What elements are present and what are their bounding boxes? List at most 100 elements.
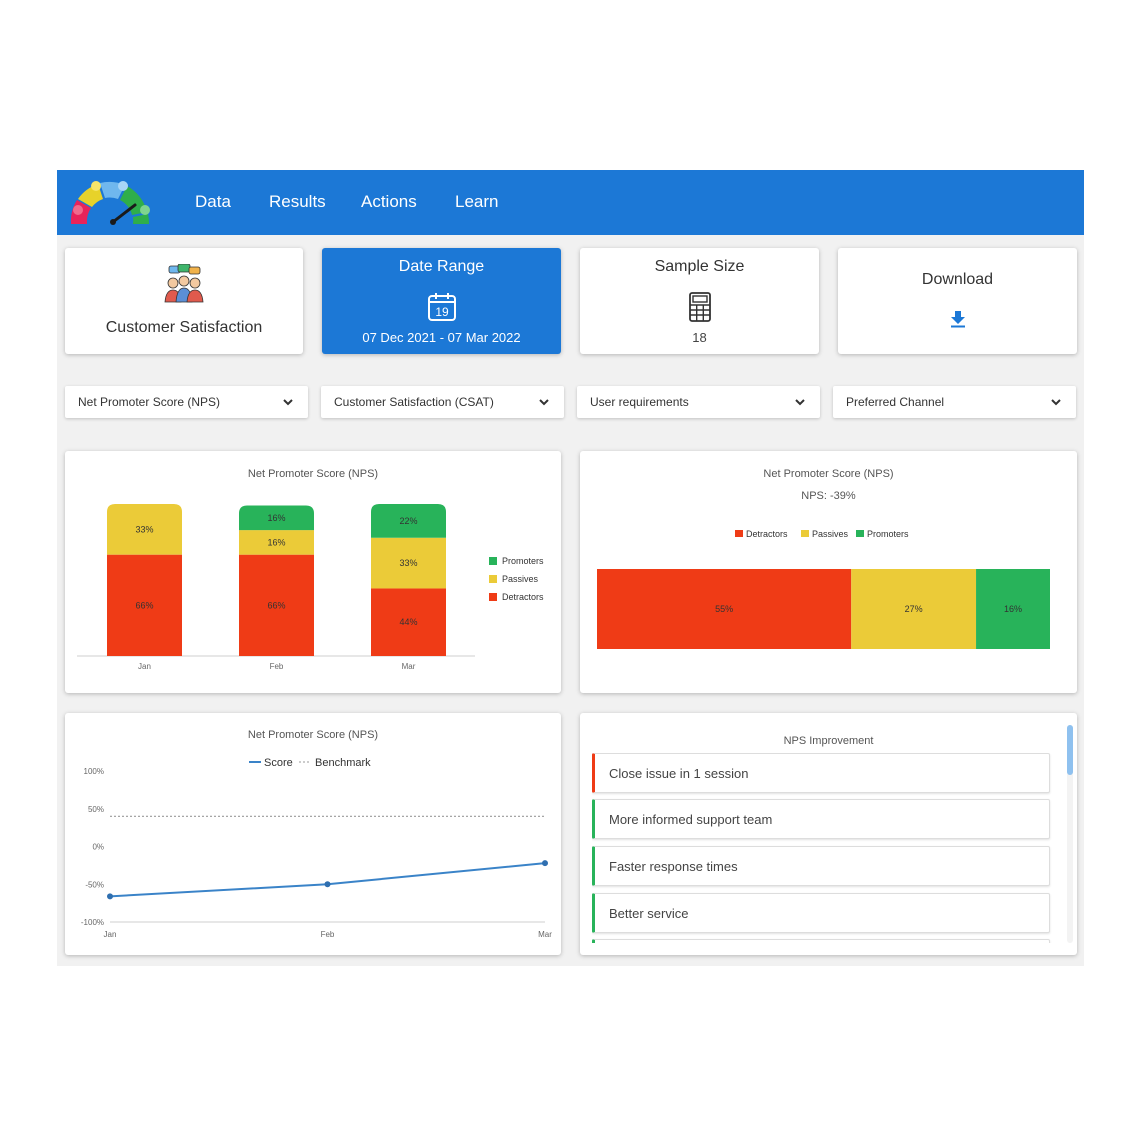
nav-results[interactable]: Results <box>269 192 326 211</box>
top-navigation-bar: Data Results Actions Learn <box>57 170 1084 235</box>
bar-segment-detractors <box>371 588 446 656</box>
legend-label: Detractors <box>502 592 544 602</box>
data-label: 55% <box>715 604 733 614</box>
data-label: 16% <box>267 537 285 547</box>
legend-label: Benchmark <box>315 757 371 769</box>
nav-actions[interactable]: Actions <box>361 192 417 211</box>
scrollbar-thumb[interactable] <box>1067 725 1073 775</box>
y-tick-label: 100% <box>84 767 104 776</box>
chevron-down-icon <box>283 399 293 406</box>
download-card[interactable]: Download <box>838 248 1077 354</box>
legend-label: Score <box>264 757 293 769</box>
bar-segment-detractors <box>597 569 852 649</box>
score-line <box>109 862 546 898</box>
score-point <box>324 881 331 888</box>
download-title: Download <box>921 271 994 288</box>
score-point <box>107 893 113 900</box>
legend-label: Promoters <box>502 556 544 566</box>
data-label: 16% <box>1004 604 1022 614</box>
csat-filter-dropdown[interactable]: Customer Satisfaction (CSAT) <box>321 386 564 418</box>
calculator-icon <box>688 292 711 322</box>
improvement-label: Close issue in 1 session <box>609 766 749 781</box>
score-point <box>542 860 548 867</box>
legend-swatch <box>489 593 497 601</box>
improvement-scrollbar[interactable] <box>1067 725 1073 943</box>
bar-segment-passives <box>851 569 977 649</box>
customer-satisfaction-card[interactable]: Customer Satisfaction <box>65 248 303 354</box>
chevron-down-icon <box>539 399 549 406</box>
x-tick-label: Feb <box>321 930 335 939</box>
nps-filter-dropdown[interactable]: Net Promoter Score (NPS) <box>65 386 308 418</box>
legend-label: Promoters <box>867 529 909 539</box>
legend-swatch <box>856 530 864 537</box>
data-label: 27% <box>905 604 923 614</box>
improvement-list: Close issue in 1 session More informed s… <box>592 753 1052 943</box>
bar-segment-passives <box>239 530 314 555</box>
x-tick-label: Mar <box>538 930 552 939</box>
nps-trend-chart-panel: Net Promoter Score (NPS) 100% 50% 0% -50% -1… <box>65 713 561 955</box>
legend-label: Passives <box>502 574 539 584</box>
chart-title: Net Promoter Score (NPS) <box>247 729 379 741</box>
data-label: 33% <box>399 558 417 568</box>
bar-segment-passives <box>107 504 182 555</box>
nps-horizontal-bar-chart: 55% 27% 16% Detractors Passives Promoters <box>597 529 1050 649</box>
x-tick-label: Feb <box>270 662 284 671</box>
people-feedback-icon <box>164 264 204 303</box>
bar-segment-detractors <box>107 554 182 656</box>
nav-learn[interactable]: Learn <box>455 192 499 211</box>
dropdown-label: User requirements <box>590 395 689 409</box>
improvement-item[interactable]: Faster response times <box>592 846 1050 886</box>
data-label: 66% <box>267 600 285 610</box>
improvement-title: NPS Improvement <box>783 735 874 747</box>
sample-size-value: 18 <box>692 330 707 345</box>
improvement-label: More informed support team <box>609 812 773 827</box>
improvement-item[interactable]: Close issue in 1 session <box>592 753 1050 793</box>
date-range-title: Date Range <box>398 258 485 275</box>
improvement-label: Faster response times <box>609 859 738 874</box>
data-label: 44% <box>399 617 417 627</box>
legend-swatch <box>801 530 809 537</box>
chart-title: Net Promoter Score (NPS) <box>247 468 379 480</box>
data-label: 22% <box>399 516 417 526</box>
data-label: 16% <box>267 513 285 523</box>
legend-swatch <box>489 557 497 565</box>
chevron-down-icon <box>795 399 805 406</box>
bar-segment-promoters <box>976 569 1050 649</box>
satisfaction-gauge-logo[interactable] <box>63 172 157 226</box>
bar-segment-promoters <box>239 505 314 531</box>
nps-stacked-column-chart: 66% 33% Jan 66% 16% 16% Feb 44% 33% 22% Mar Promote… <box>77 504 544 671</box>
nav-data[interactable]: Data <box>195 192 231 211</box>
dropdown-label: Customer Satisfaction (CSAT) <box>334 395 494 409</box>
app-window: Data Results Actions Learn Customer Sati… <box>57 170 1084 966</box>
legend-swatch <box>489 575 497 583</box>
improvement-item-partial[interactable] <box>592 939 1050 943</box>
legend-swatch <box>735 530 743 537</box>
y-tick-label: -50% <box>85 880 104 889</box>
user-requirements-dropdown[interactable]: User requirements <box>577 386 820 418</box>
improvement-item[interactable]: More informed support team <box>592 799 1050 839</box>
bar-segment-passives <box>371 537 446 589</box>
nps-score-subtitle: NPS: -39% <box>801 490 856 502</box>
download-icon[interactable] <box>950 310 966 328</box>
nps-line-chart: 100% 50% 0% -50% -100%Jan Feb Mar Score Benchmar… <box>81 757 552 939</box>
date-range-value: 07 Dec 2021 - 07 Mar 2022 <box>362 330 521 345</box>
sample-size-card[interactable]: Sample Size 18 <box>580 248 819 354</box>
bar-segment-detractors <box>239 554 314 656</box>
customer-satisfaction-label: Customer Satisfaction <box>105 319 263 336</box>
calendar-icon: 19 <box>427 293 456 321</box>
improvement-item[interactable]: Better service <box>592 893 1050 933</box>
dropdown-label: Preferred Channel <box>846 395 945 409</box>
data-label: 66% <box>135 600 153 610</box>
x-tick-label: Jan <box>138 662 151 671</box>
nps-monthly-chart-panel: Net Promoter Score (NPS) 66% 33% Jan 66% 16%… <box>65 451 561 693</box>
legend-label: Passives <box>812 529 849 539</box>
chevron-down-icon <box>1051 399 1061 406</box>
nps-improvement-panel: NPS Improvement Close issue in 1 session… <box>580 713 1077 955</box>
calendar-day-number: 19 <box>435 305 449 319</box>
nps-overall-chart-panel: Net Promoter Score (NPS) NPS: -39% 55% 27… <box>580 451 1077 693</box>
y-tick-label: 0% <box>92 843 104 852</box>
date-range-card[interactable]: Date Range 19 07 Dec 2021 - 07 Mar 2022 <box>322 248 561 354</box>
x-tick-label: Mar <box>402 662 416 671</box>
preferred-channel-dropdown[interactable]: Preferred Channel <box>833 386 1076 418</box>
sample-size-title: Sample Size <box>654 258 745 275</box>
